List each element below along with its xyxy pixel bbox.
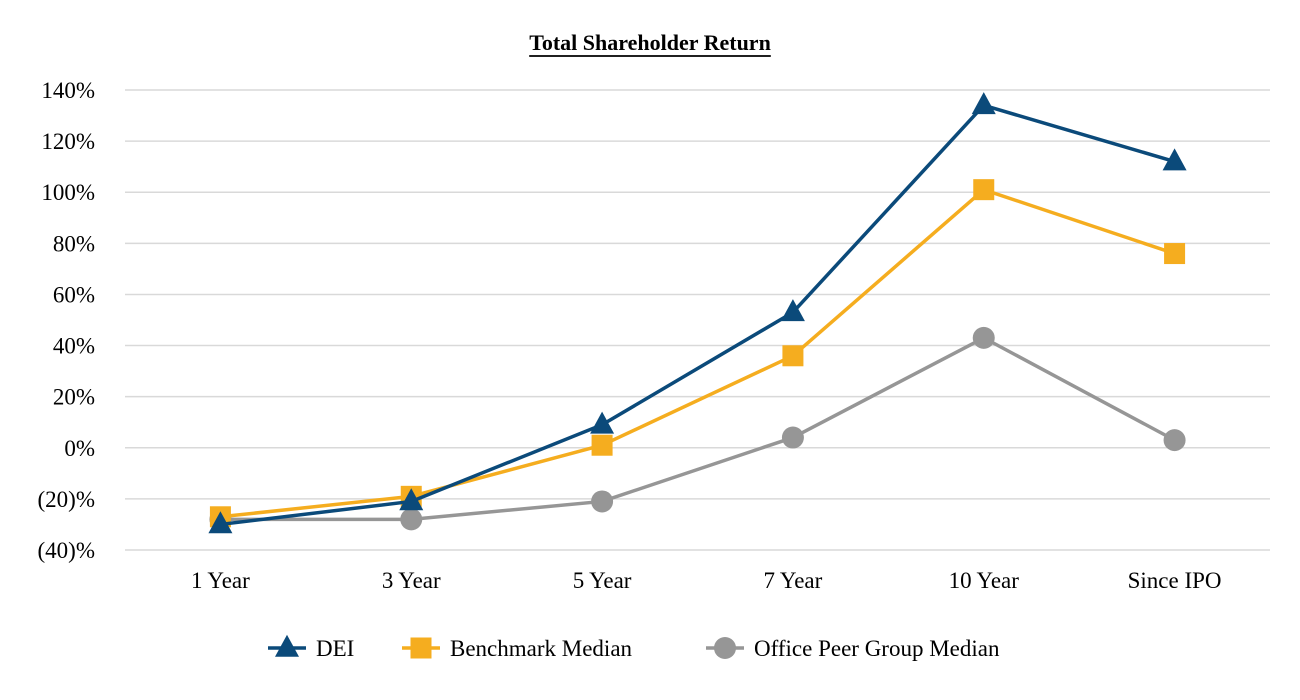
y-tick-label: (20)% xyxy=(38,487,95,512)
data-point-office-peer-group-median-7-year xyxy=(781,426,804,449)
y-tick-label: 40% xyxy=(53,334,95,359)
legend-label: Office Peer Group Median xyxy=(754,636,1000,661)
x-tick-label: 7 Year xyxy=(764,568,823,593)
y-tick-label: 80% xyxy=(53,231,95,256)
legend-item-dei: DEI xyxy=(268,634,354,661)
legend-item-benchmark-median: Benchmark Median xyxy=(402,636,633,661)
legend-marker-triangle xyxy=(275,634,299,657)
y-tick-label: 100% xyxy=(41,180,95,205)
data-point-office-peer-group-median-since-ipo xyxy=(1163,429,1186,452)
x-tick-label: 1 Year xyxy=(191,568,250,593)
x-tick-label: 10 Year xyxy=(949,568,1020,593)
data-point-office-peer-group-median-5-year xyxy=(591,490,614,513)
legend-label: Benchmark Median xyxy=(450,636,633,661)
legend-label: DEI xyxy=(316,636,354,661)
y-tick-label: 120% xyxy=(41,129,95,154)
data-point-office-peer-group-median-3-year xyxy=(400,508,423,531)
x-tick-label: 3 Year xyxy=(382,568,441,593)
y-axis-ticks: 140% 120% 100% 80% 60% 40% 20% 0% (20)% (40)% xyxy=(38,78,95,563)
series-benchmark-median xyxy=(209,179,1186,528)
legend: DEI Benchmark Median Office Peer Group Med… xyxy=(268,634,1000,661)
data-point-office-peer-group-median-10-year xyxy=(972,326,995,349)
data-point-dei-3-year xyxy=(399,488,424,511)
x-tick-label: Since IPO xyxy=(1128,568,1222,593)
series-line-office-peer-group-median xyxy=(220,336,1176,522)
data-point-benchmark-median-10-year xyxy=(973,179,995,201)
data-point-dei-10-year xyxy=(971,92,996,115)
series-dei xyxy=(208,92,1187,534)
legend-marker-square xyxy=(410,637,432,659)
data-point-dei-5-year xyxy=(590,411,615,434)
data-point-dei-7-year xyxy=(780,299,805,322)
data-point-dei-since-ipo xyxy=(1162,148,1187,171)
data-point-benchmark-median-since-ipo xyxy=(1164,243,1186,265)
y-tick-label: (40)% xyxy=(38,538,95,563)
series-line-dei xyxy=(220,103,1176,527)
series-layer xyxy=(208,92,1187,534)
y-tick-label: 140% xyxy=(41,78,95,103)
data-point-dei-1-year xyxy=(208,511,233,534)
y-tick-label: 20% xyxy=(53,385,95,410)
x-axis-ticks: 1 Year 3 Year 5 Year 7 Year 10 Year Since IPO xyxy=(191,568,1222,593)
x-tick-label: 5 Year xyxy=(573,568,632,593)
data-point-benchmark-median-5-year xyxy=(591,434,613,456)
y-tick-label: 60% xyxy=(53,282,95,307)
y-tick-label: 0% xyxy=(64,436,95,461)
series-line-benchmark-median xyxy=(220,187,1176,519)
chart-title: Total Shareholder Return xyxy=(529,30,771,55)
gridlines xyxy=(125,89,1270,551)
legend-item-office-peer-group-median: Office Peer Group Median xyxy=(706,636,1000,661)
data-point-benchmark-median-7-year xyxy=(782,345,804,367)
series-office-peer-group-median xyxy=(209,326,1186,531)
legend-marker-circle xyxy=(714,637,736,659)
